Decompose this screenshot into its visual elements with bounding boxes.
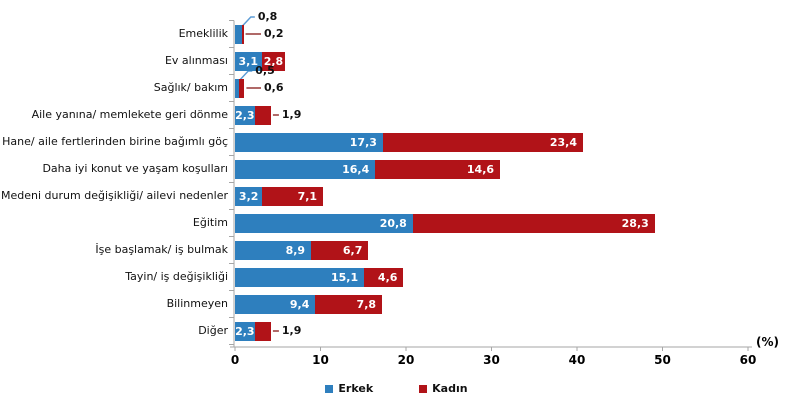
callout-value-label: 0,2	[264, 27, 284, 40]
legend-label-erkek: Erkek	[338, 382, 374, 395]
bar-segment-erkek	[235, 294, 316, 314]
category-label: İşe başlamak/ iş bulmak	[95, 243, 228, 256]
bar-segment-erkek	[235, 159, 376, 179]
bar-segment-kadın	[412, 213, 655, 233]
bar-segment-erkek	[235, 213, 413, 233]
bar-value-label: 4,6	[377, 270, 398, 284]
bar-segment-erkek	[235, 51, 262, 71]
callout-value-label: 1,9	[281, 108, 302, 121]
category-label: Tayin/ iş değişikliği	[125, 270, 228, 283]
bar-value-label: 6,7	[342, 243, 363, 257]
category-label: Sağlık/ bakım	[153, 81, 228, 94]
bar-value-label: 7,1	[297, 189, 318, 203]
category-label: Bilinmeyen	[166, 297, 228, 310]
bar-segment-erkek	[235, 186, 263, 206]
bar-segment-erkek	[235, 267, 365, 287]
bar-segment-kadın	[261, 51, 286, 71]
legend-label-kadin: Kadın	[432, 382, 468, 395]
category-label: Diğer	[198, 324, 228, 337]
bar-segment-kadın	[315, 294, 383, 314]
x-tick-label: 0	[230, 353, 240, 367]
bar-segment-kadın	[254, 105, 271, 125]
bar-segment-erkek	[235, 240, 312, 260]
bar-segment-erkek	[235, 132, 383, 152]
bar-segment-erkek	[235, 78, 240, 98]
bar-value-label: 3,2	[238, 189, 259, 203]
bar-segment-erkek	[235, 24, 242, 44]
callout-leader-line	[242, 16, 255, 26]
bar-value-label: 8,9	[285, 243, 306, 257]
bar-value-label: 16,4	[342, 162, 370, 176]
bar-segment-kadın	[375, 159, 501, 179]
bar-value-label: 17,3	[349, 135, 377, 149]
category-label: Ev alınması	[164, 54, 228, 67]
category-label: Aile yanına/ memlekete geri dönme	[31, 108, 228, 121]
bar-value-label: 15,1	[330, 270, 359, 284]
callout-value-label: 0,6	[264, 81, 284, 94]
callout-leader-line	[239, 70, 253, 80]
bar-segment-kadın	[311, 240, 369, 260]
callout-value-label: 0,5	[255, 64, 275, 77]
bar-segment-erkek	[235, 105, 255, 125]
x-tick-label: 20	[397, 353, 415, 367]
x-tick-label: 30	[483, 353, 500, 367]
x-tick-label: 60	[739, 353, 757, 367]
bar-value-label: 3,1	[238, 54, 259, 68]
category-label: Eğitim	[192, 216, 228, 229]
bar-segment-kadın	[382, 132, 583, 152]
bar-value-label: 2,3	[235, 324, 255, 338]
x-tick-label: 10	[312, 353, 329, 367]
bar-value-label: 2,3	[235, 108, 255, 122]
legend-item-erkek: Erkek	[325, 382, 373, 395]
erkek-swatch-icon	[325, 384, 334, 393]
bar-value-label: 2,8	[263, 54, 284, 68]
category-label: Emeklilik	[178, 27, 228, 40]
category-label: Daha iyi konut ve yaşam koşulları	[42, 162, 228, 175]
bar-segment-kadın	[364, 267, 404, 287]
bar-segment-kadın	[254, 321, 271, 341]
bar-value-label: 23,4	[549, 135, 577, 149]
bar-segment-kadın	[239, 78, 245, 98]
legend-item-kadin: Kadın	[419, 382, 468, 395]
bar-value-label: 7,8	[356, 297, 377, 311]
bar-segment-kadın	[241, 24, 244, 44]
legend: Erkek Kadın	[0, 382, 793, 395]
kadin-swatch-icon	[419, 384, 428, 393]
bar-value-label: 28,3	[621, 216, 649, 230]
x-tick-label: 50	[654, 353, 671, 367]
bar-segment-erkek	[235, 321, 255, 341]
bar-value-label: 14,6	[466, 162, 495, 176]
callout-value-label: 1,9	[281, 324, 302, 337]
x-tick-label: 40	[568, 353, 586, 367]
category-label: Hane/ aile fertlerinden birine bağımlı g…	[2, 135, 228, 148]
bar-value-label: 9,4	[289, 297, 310, 311]
category-label: Medeni durum değişikliği/ ailevi nedenle…	[1, 189, 228, 202]
callout-value-label: 0,8	[257, 10, 278, 23]
bar-value-label: 20,8	[379, 216, 407, 230]
bar-segment-kadın	[262, 186, 324, 206]
axis-unit-label: (%)	[756, 335, 779, 349]
